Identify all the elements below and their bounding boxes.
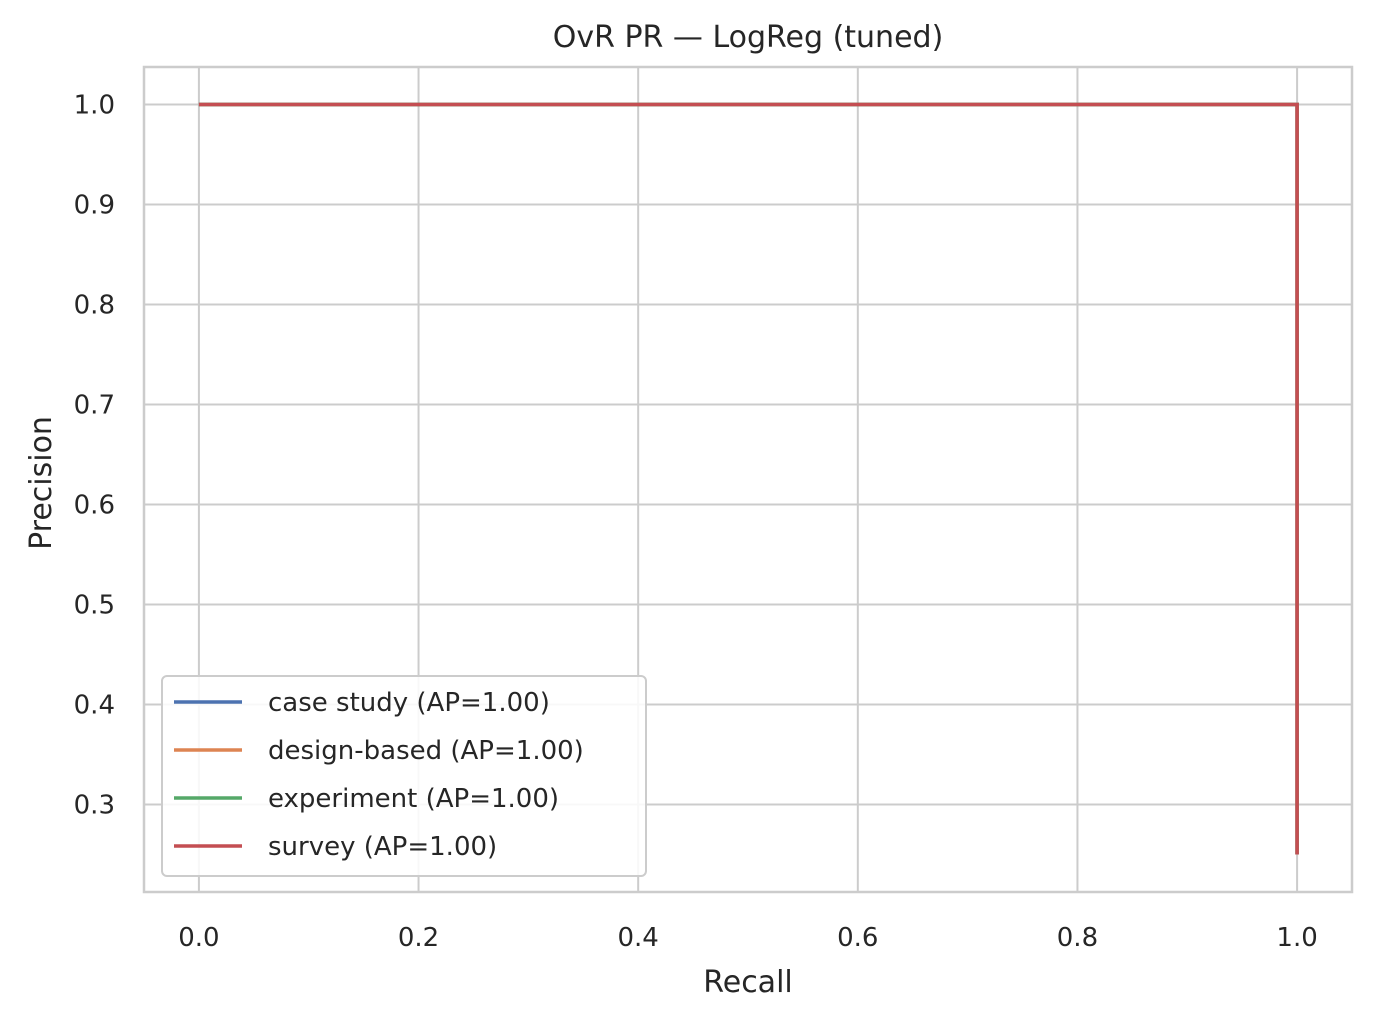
legend-label: survey (AP=1.00) xyxy=(268,832,497,862)
y-tick-label: 0.5 xyxy=(74,591,115,621)
series-line-4 xyxy=(198,102,1299,855)
x-tick-label: 0.0 xyxy=(178,923,219,953)
y-tick-label: 0.7 xyxy=(74,391,115,421)
x-tick-label: 0.4 xyxy=(618,923,659,953)
y-axis-title: Precision xyxy=(24,416,59,550)
legend-label: experiment (AP=1.00) xyxy=(268,784,559,814)
x-tick-label: 1.0 xyxy=(1276,923,1317,953)
x-axis-title: Recall xyxy=(703,965,793,1000)
x-tick-label: 0.6 xyxy=(837,923,878,953)
y-tick-label: 0.3 xyxy=(74,791,115,821)
legend-label: case study (AP=1.00) xyxy=(268,688,550,718)
legend-box xyxy=(161,675,647,877)
plot-frame xyxy=(142,65,1354,894)
legend-label: design-based (AP=1.00) xyxy=(268,736,584,766)
y-tick-label: 0.6 xyxy=(74,491,115,521)
chart-title: OvR PR — LogReg (tuned) xyxy=(553,20,944,55)
y-tick-label: 0.4 xyxy=(74,691,115,721)
x-tick-label: 0.2 xyxy=(398,923,439,953)
y-tick-label: 1.0 xyxy=(74,91,115,121)
x-tick-label: 0.8 xyxy=(1057,923,1098,953)
legend: case study (AP=1.00) design-based (AP=1.0… xyxy=(161,675,647,877)
y-tick-label: 0.8 xyxy=(74,291,115,321)
y-tick-label: 0.9 xyxy=(74,191,115,221)
